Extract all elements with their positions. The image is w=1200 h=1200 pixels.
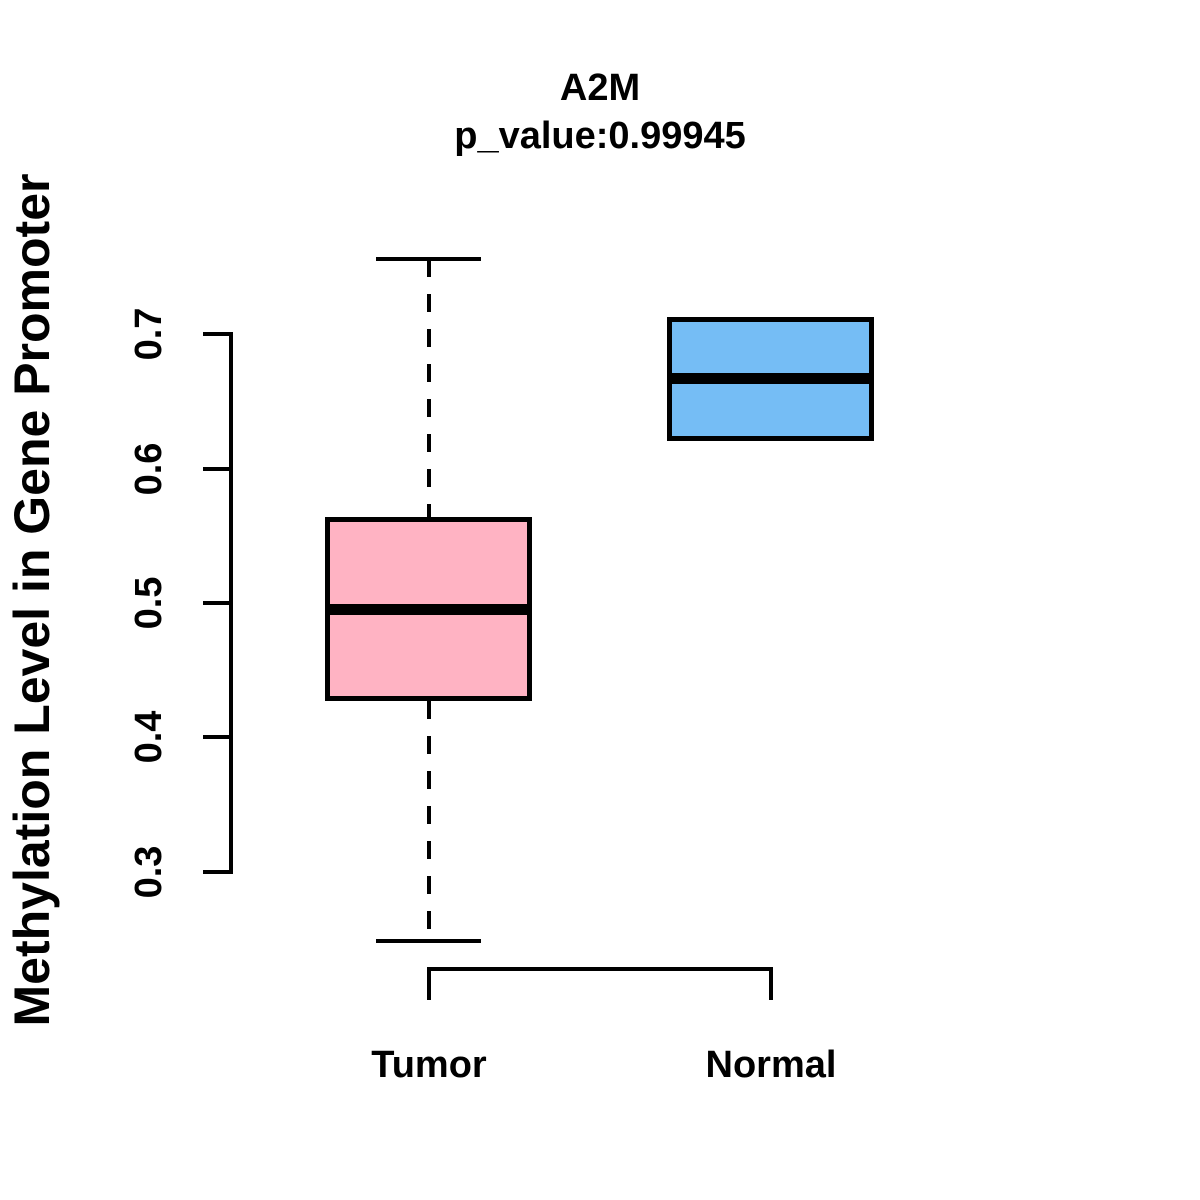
upper-whisker-line <box>427 259 431 517</box>
y-tick-label: 0.7 <box>128 307 170 361</box>
chart-title: A2M <box>559 67 641 109</box>
x-tick <box>769 967 773 1000</box>
upper-whisker-cap <box>376 257 481 261</box>
median-line-normal <box>667 373 874 384</box>
y-tick <box>203 870 233 874</box>
x-category-label-tumor: Tumor <box>371 1044 487 1086</box>
x-axis-line <box>427 967 773 971</box>
lower-whisker-line <box>427 701 431 940</box>
median-line-tumor <box>325 604 532 615</box>
y-tick <box>203 601 233 605</box>
y-tick-label: 0.6 <box>128 442 170 496</box>
x-tick <box>427 967 431 1000</box>
x-category-label-normal: Normal <box>705 1044 837 1086</box>
y-axis-label: Methylation Level in Gene Promoter <box>4 173 60 1027</box>
lower-whisker-cap <box>376 939 481 943</box>
y-tick <box>203 735 233 739</box>
chart-subtitle: p_value:0.99945 <box>454 115 746 157</box>
y-tick <box>203 467 233 471</box>
y-tick-label: 0.3 <box>128 845 170 899</box>
y-tick-label: 0.5 <box>128 576 170 630</box>
y-tick-label: 0.4 <box>128 710 170 764</box>
y-tick <box>203 332 233 336</box>
